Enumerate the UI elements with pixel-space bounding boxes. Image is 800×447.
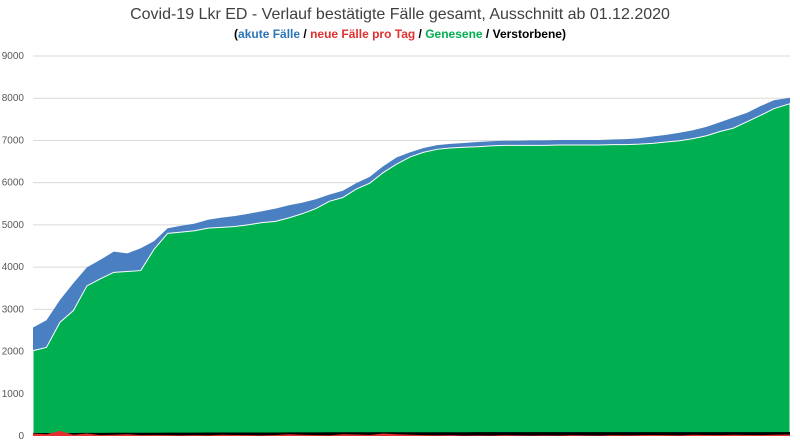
subtitle-part: neue Fälle pro Tag: [310, 27, 416, 41]
y-tick-label: 8000: [2, 93, 25, 104]
y-tick-label: 2000: [2, 347, 25, 358]
series-area-neue-fälle-pro-tag: [33, 430, 790, 436]
y-tick-label: 3000: [2, 304, 25, 315]
subtitle-part: /: [300, 27, 311, 41]
subtitle-part: ): [561, 27, 566, 41]
y-tick-label: 7000: [2, 135, 25, 146]
y-tick-label: 4000: [2, 262, 25, 273]
y-tick-label: 5000: [2, 220, 25, 231]
y-tick-label: 9000: [2, 51, 25, 62]
subtitle-part: Verstorbene: [492, 27, 562, 41]
chart-title: Covid-19 Lkr ED - Verlauf bestätigte Fäl…: [130, 6, 670, 23]
subtitle-part: (: [234, 27, 239, 41]
subtitle-part: Genesene: [425, 27, 483, 41]
subtitle-part: /: [482, 27, 493, 41]
y-tick-label: 0: [18, 431, 24, 442]
subtitle-part: /: [415, 27, 426, 41]
y-tick-label: 6000: [2, 178, 25, 189]
chart-subtitle: (akute Fälle / neue Fälle pro Tag / Gene…: [0, 27, 800, 41]
series-area-genesene: [32, 102, 791, 437]
stacked-areas: [32, 97, 791, 437]
y-tick-label: 1000: [2, 389, 25, 400]
y-axis-ticks: 0 1000 2000 3000 4000 5000 6000 7000 8000 9000: [2, 51, 25, 442]
subtitle-part: akute Fälle: [238, 27, 301, 41]
